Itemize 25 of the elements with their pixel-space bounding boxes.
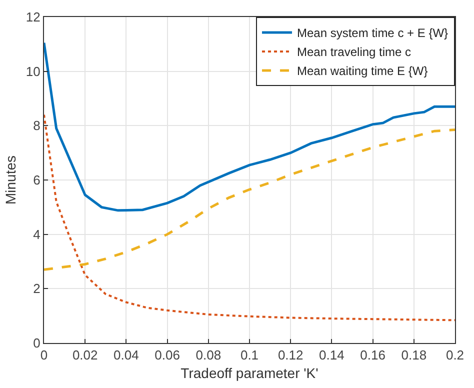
- y-tick-label: 2: [33, 281, 40, 296]
- x-tick-label: 0.04: [114, 348, 139, 363]
- x-tick-label: 0.08: [196, 348, 222, 363]
- x-axis-title: Tradeoff parameter 'K': [180, 364, 318, 381]
- line-series: [44, 128, 455, 271]
- y-tick-label: 12: [26, 10, 40, 25]
- y-tick-label: 4: [33, 226, 40, 242]
- x-tick-label: 0.02: [72, 348, 98, 363]
- legend-label: Mean waiting time E {W}: [297, 64, 428, 78]
- y-tick-label: 8: [33, 118, 40, 134]
- x-tick-label: 0.06: [154, 348, 180, 363]
- x-tick-label: 0.14: [319, 348, 344, 363]
- legend-label: Mean traveling time c: [297, 45, 412, 60]
- line-series: [44, 42, 455, 212]
- x-tick-label: 0.18: [401, 348, 427, 363]
- x-tick-label: 0.1: [240, 348, 259, 363]
- y-tick-label: 0: [33, 336, 40, 351]
- y-tick-label: 6: [33, 172, 40, 188]
- x-tick-label: 0.12: [278, 348, 304, 363]
- x-tick-label: 0.16: [360, 348, 386, 363]
- line-series: [44, 114, 455, 322]
- y-tick-label: 10: [26, 64, 40, 79]
- y-axis-title: Minutes: [2, 155, 19, 205]
- x-tick-label: 0.2: [446, 348, 464, 363]
- legend-label: Mean system time c + E {W}: [297, 26, 448, 40]
